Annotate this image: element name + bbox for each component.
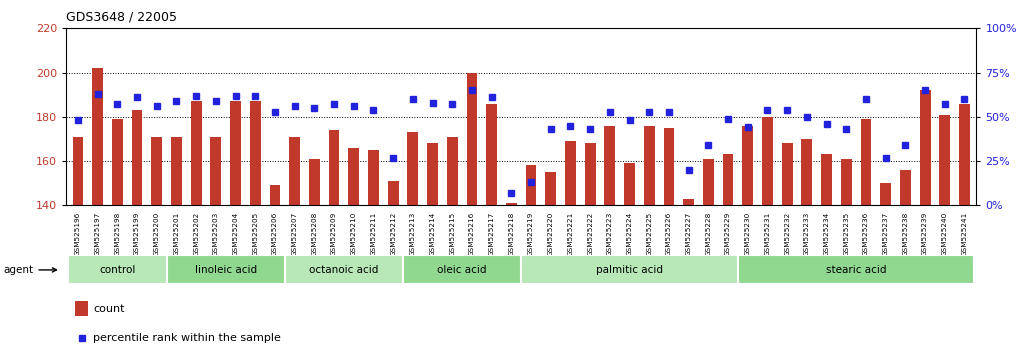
Text: GDS3648 / 22005: GDS3648 / 22005	[66, 11, 177, 24]
Bar	[270, 185, 281, 354]
Bar	[940, 115, 950, 354]
Bar	[93, 68, 103, 354]
FancyBboxPatch shape	[738, 256, 974, 284]
Bar	[762, 117, 773, 354]
Bar	[387, 181, 399, 354]
Bar	[959, 103, 970, 354]
Bar	[131, 110, 142, 354]
Text: percentile rank within the sample: percentile rank within the sample	[94, 333, 282, 343]
Bar	[486, 103, 497, 354]
Bar	[919, 90, 931, 354]
FancyBboxPatch shape	[521, 256, 738, 284]
Bar	[289, 137, 300, 354]
Text: oleic acid: oleic acid	[437, 265, 487, 275]
Bar	[565, 141, 576, 354]
Text: linoleic acid: linoleic acid	[194, 265, 256, 275]
Bar	[75, 301, 87, 316]
Bar	[663, 128, 674, 354]
Text: stearic acid: stearic acid	[826, 265, 887, 275]
Bar	[782, 143, 792, 354]
Bar	[467, 73, 477, 354]
Bar	[427, 143, 438, 354]
Bar	[821, 154, 832, 354]
Bar	[309, 159, 319, 354]
Bar	[171, 137, 182, 354]
Bar	[112, 119, 123, 354]
Bar	[703, 159, 714, 354]
FancyBboxPatch shape	[68, 256, 167, 284]
Bar	[742, 126, 754, 354]
Bar	[860, 119, 872, 354]
Bar	[801, 139, 813, 354]
Text: octanoic acid: octanoic acid	[309, 265, 378, 275]
Bar	[900, 170, 911, 354]
Bar	[72, 137, 83, 354]
Bar	[250, 101, 260, 354]
Bar	[644, 126, 655, 354]
Bar	[624, 163, 635, 354]
Bar	[604, 126, 615, 354]
Bar	[545, 172, 556, 354]
FancyBboxPatch shape	[403, 256, 521, 284]
Bar	[505, 203, 517, 354]
Bar	[211, 137, 222, 354]
Bar	[526, 165, 537, 354]
Text: control: control	[99, 265, 135, 275]
Bar	[230, 101, 241, 354]
Text: count: count	[94, 303, 125, 314]
Bar	[152, 137, 162, 354]
Bar	[446, 137, 458, 354]
Bar	[408, 132, 418, 354]
Bar	[349, 148, 359, 354]
Bar	[368, 150, 379, 354]
FancyBboxPatch shape	[285, 256, 403, 284]
Bar	[841, 159, 851, 354]
Bar	[683, 199, 694, 354]
Text: agent: agent	[3, 265, 57, 275]
Bar	[723, 154, 733, 354]
Text: palmitic acid: palmitic acid	[596, 265, 663, 275]
Bar	[328, 130, 340, 354]
Bar	[191, 101, 201, 354]
Bar	[881, 183, 891, 354]
FancyBboxPatch shape	[167, 256, 285, 284]
Bar	[585, 143, 596, 354]
